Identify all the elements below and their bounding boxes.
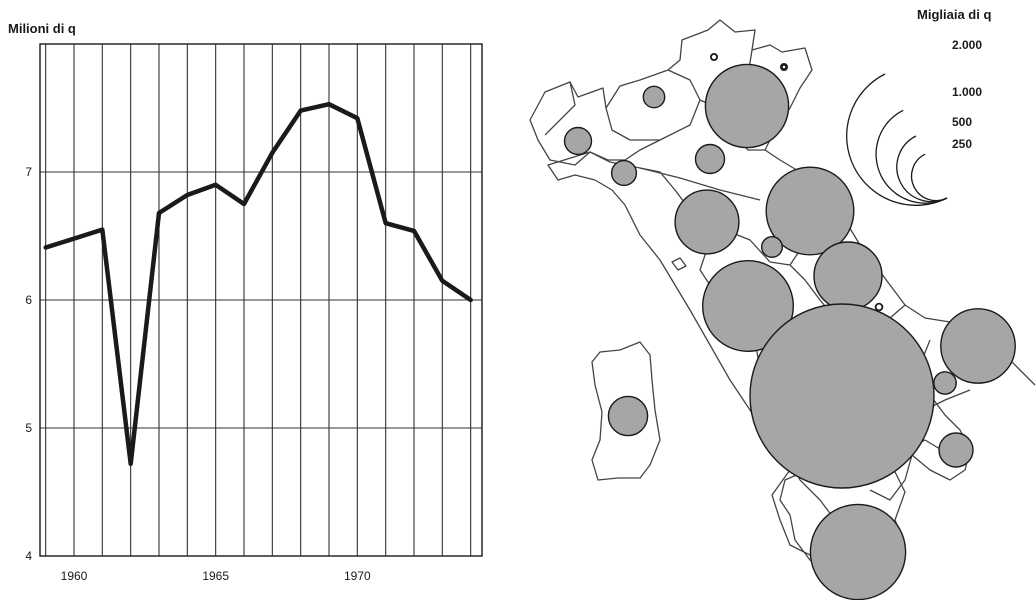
x-tick-labels: 1960 1965 1970: [61, 569, 371, 583]
bubble-lombardia: [642, 85, 666, 109]
bubble-trentino-alto-adige: [710, 53, 719, 62]
legend-ring-500: [896, 135, 948, 203]
central-borders: [639, 167, 861, 313]
lombardia-border: [605, 69, 701, 141]
legend-ring-1000: [875, 109, 948, 204]
x-tick-label-1970: 1970: [344, 569, 371, 583]
map-legend: Migliaia di q 2.000 1.000 500 250: [846, 7, 991, 206]
horizontal-gridlines: [40, 171, 482, 429]
bubble-basilicata: [933, 371, 957, 395]
line-chart: Milioni di q 4 5 6 7 1960 1965 1970: [8, 21, 483, 583]
map-legend-title: Migliaia di q: [917, 7, 991, 22]
bubble-toscana: [674, 189, 740, 255]
sardinia-outline: [591, 341, 661, 481]
x-tick-label-1960: 1960: [61, 569, 88, 583]
elba-island: [671, 257, 687, 271]
plot-frame: [39, 43, 483, 557]
bubble-sardegna: [607, 395, 649, 437]
region-bubbles: [563, 53, 1016, 601]
bubble-marche: [765, 166, 855, 256]
piemonte-border: [544, 81, 576, 136]
legend-rings: 2.000 1.000 500 250: [846, 38, 982, 206]
bubble-piemonte: [563, 126, 593, 156]
legend-label-500: 500: [952, 115, 972, 129]
bubble-veneto: [704, 63, 790, 149]
legend-label-1000: 1.000: [952, 85, 982, 99]
legend-label-2000: 2.000: [952, 38, 982, 52]
italy-bubble-map: Migliaia di q 2.000 1.000 500 250: [529, 7, 1036, 601]
y-tick-label-5: 5: [25, 421, 32, 435]
y-tick-label-6: 6: [25, 293, 32, 307]
bubble-campania: [749, 303, 935, 489]
y-tick-labels: 4 5 6 7: [25, 165, 32, 563]
map-panel: Migliaia di q 2.000 1.000 500 250: [520, 0, 1036, 601]
y-axis-label: Milioni di q: [8, 21, 76, 36]
legend-ring-250: [910, 153, 948, 202]
legend-ring-2000: [846, 73, 948, 206]
north-west-outline: [529, 19, 813, 166]
y-tick-label-7: 7: [25, 165, 32, 179]
bubble-valle-d-aosta: [780, 63, 788, 71]
bubble-sicilia: [809, 503, 907, 601]
line-chart-panel: Milioni di q 4 5 6 7 1960 1965 1970: [0, 0, 520, 600]
bubble-friuli-venezia-giulia: [780, 63, 789, 72]
bubble-umbria: [761, 235, 784, 258]
x-tick-label-1965: 1965: [202, 569, 229, 583]
bubble-emilia-romagna: [694, 143, 726, 175]
bubble-calabria: [938, 432, 974, 468]
legend-label-250: 250: [952, 137, 972, 151]
bubble-abruzzo: [813, 241, 883, 311]
series-line: [43, 101, 473, 467]
bubble-lazio: [702, 260, 795, 353]
bubble-puglia: [940, 308, 1016, 384]
bubble-molise: [874, 302, 884, 312]
y-tick-label-4: 4: [25, 549, 32, 563]
bubble-liguria: [610, 159, 638, 187]
